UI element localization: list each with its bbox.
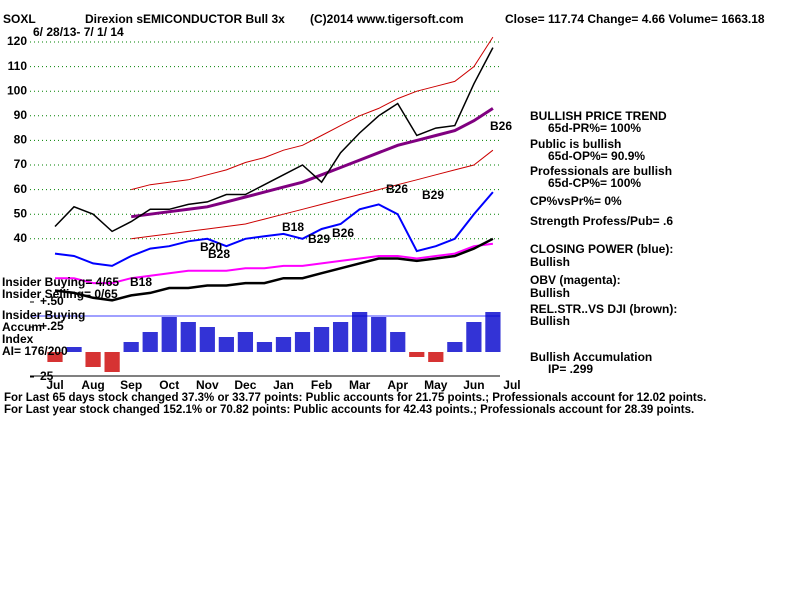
signal-label: B18 [130,275,152,289]
accum-bar [313,327,330,352]
right-note: Bullish [530,314,570,328]
accum-bar [466,322,482,352]
accum-bar [390,332,406,352]
subtitle: 6/ 28/13- 7/ 1/ 14 [33,25,124,39]
right-note: BULLISH PRICE TREND [530,109,667,123]
right-note: Public is bullish [530,137,621,151]
accum-bar [409,352,425,357]
series-line [54,191,494,267]
accum-bar [161,317,177,352]
y-tick-label: 50 [14,206,28,220]
x-tick-label: Apr [387,378,408,392]
x-tick-label: Feb [311,378,332,392]
x-tick-label: Jul [503,378,520,392]
accum-bar [237,332,254,352]
right-note: 65d-OP%= 90.9% [548,149,645,163]
quote: Close= 117.74 Change= 4.66 Volume= 1663.… [505,12,765,26]
accum-bar [47,352,63,362]
left-note: Accum [2,320,42,334]
chart-title: Direxion sEMICONDUCTOR Bull 3x [85,12,285,26]
right-note: CP%vsPr%= 0% [530,194,622,208]
x-tick-label: Jan [273,378,294,392]
accum-bar [123,342,139,352]
x-tick-label: Mar [349,378,371,392]
signal-label: B26 [490,119,512,133]
y-tick-label: 100 [7,83,27,97]
y-tick-label: 120 [7,34,27,48]
x-tick-label: Jun [463,378,484,392]
signal-label: B26 [332,226,354,240]
y-tick-label: 60 [14,182,28,196]
right-note: Bullish [530,255,570,269]
y-tick-label: 110 [8,59,28,73]
signal-label: B20 [200,240,222,254]
accum-bar [294,332,311,352]
right-note: 65d-PR%= 100% [548,121,641,135]
accum-bar [256,342,273,352]
x-tick-label: Dec [234,378,256,392]
source: (C)2014 www.tigersoft.com [310,12,464,26]
accum-bar [218,337,234,352]
left-note: Index [2,332,34,346]
x-tick-label: Sep [120,378,142,392]
right-note: IP= .299 [548,362,593,376]
y2-tick-label: +.25 [40,319,64,333]
accum-bar [142,332,158,352]
accum-bar [85,352,101,367]
accum-bar [199,327,215,352]
left-note: Insider Selling= 0/65 [2,287,118,301]
y-tick-label: 90 [14,108,28,122]
footer-line: For Last year stock changed 152.1% or 70… [4,404,694,416]
right-note: Strength Profess/Pub= .6 [530,214,673,228]
signal-label: B26 [386,182,408,196]
x-tick-label: May [424,378,448,392]
right-note: REL.STR..VS DJI (brown): [530,302,677,316]
series-line [55,242,494,285]
y-tick-label: 70 [14,157,28,171]
y-tick-label: 40 [14,231,28,245]
left-note: Insider Buying= 4/65 [2,275,119,289]
accum-bar [104,352,120,372]
signal-label: B18 [282,220,304,234]
accum-bar [352,312,368,352]
accum-bar [371,317,387,352]
y2-tick-label: +.50 [40,294,64,308]
right-note: Bullish [530,286,570,300]
x-tick-label: Aug [81,378,104,392]
x-tick-label: Nov [196,378,219,392]
left-note: Insider Buying [2,308,85,322]
right-note: Professionals are bullish [530,164,672,178]
series-line [54,237,494,302]
series-line [54,47,494,233]
left-note: AI= 176/200 [2,344,68,358]
accum-bar [428,352,444,362]
right-note: CLOSING POWER (blue): [530,242,673,256]
series-line [131,36,494,191]
series-line [131,149,494,240]
right-note: OBV (magenta): [530,273,621,287]
accum-bar [66,347,82,352]
signal-label: B28 [208,247,230,261]
symbol: SOXL [3,12,36,26]
accum-bar [275,337,292,352]
right-note: Bullish Accumulation [530,350,652,364]
x-tick-label: Oct [159,378,179,392]
accum-bar [180,322,196,352]
accum-bar [332,322,349,352]
accum-bar [447,342,463,352]
accum-bar [485,312,501,352]
x-tick-label: Jul [46,378,63,392]
signal-label: B29 [422,188,444,202]
signal-label: B29 [308,232,330,246]
y-tick-label: 80 [14,133,28,147]
right-note: 65d-CP%= 100% [548,176,641,190]
footer-line: For Last 65 days stock changed 37.3% or … [4,392,706,404]
series-line [131,107,494,219]
